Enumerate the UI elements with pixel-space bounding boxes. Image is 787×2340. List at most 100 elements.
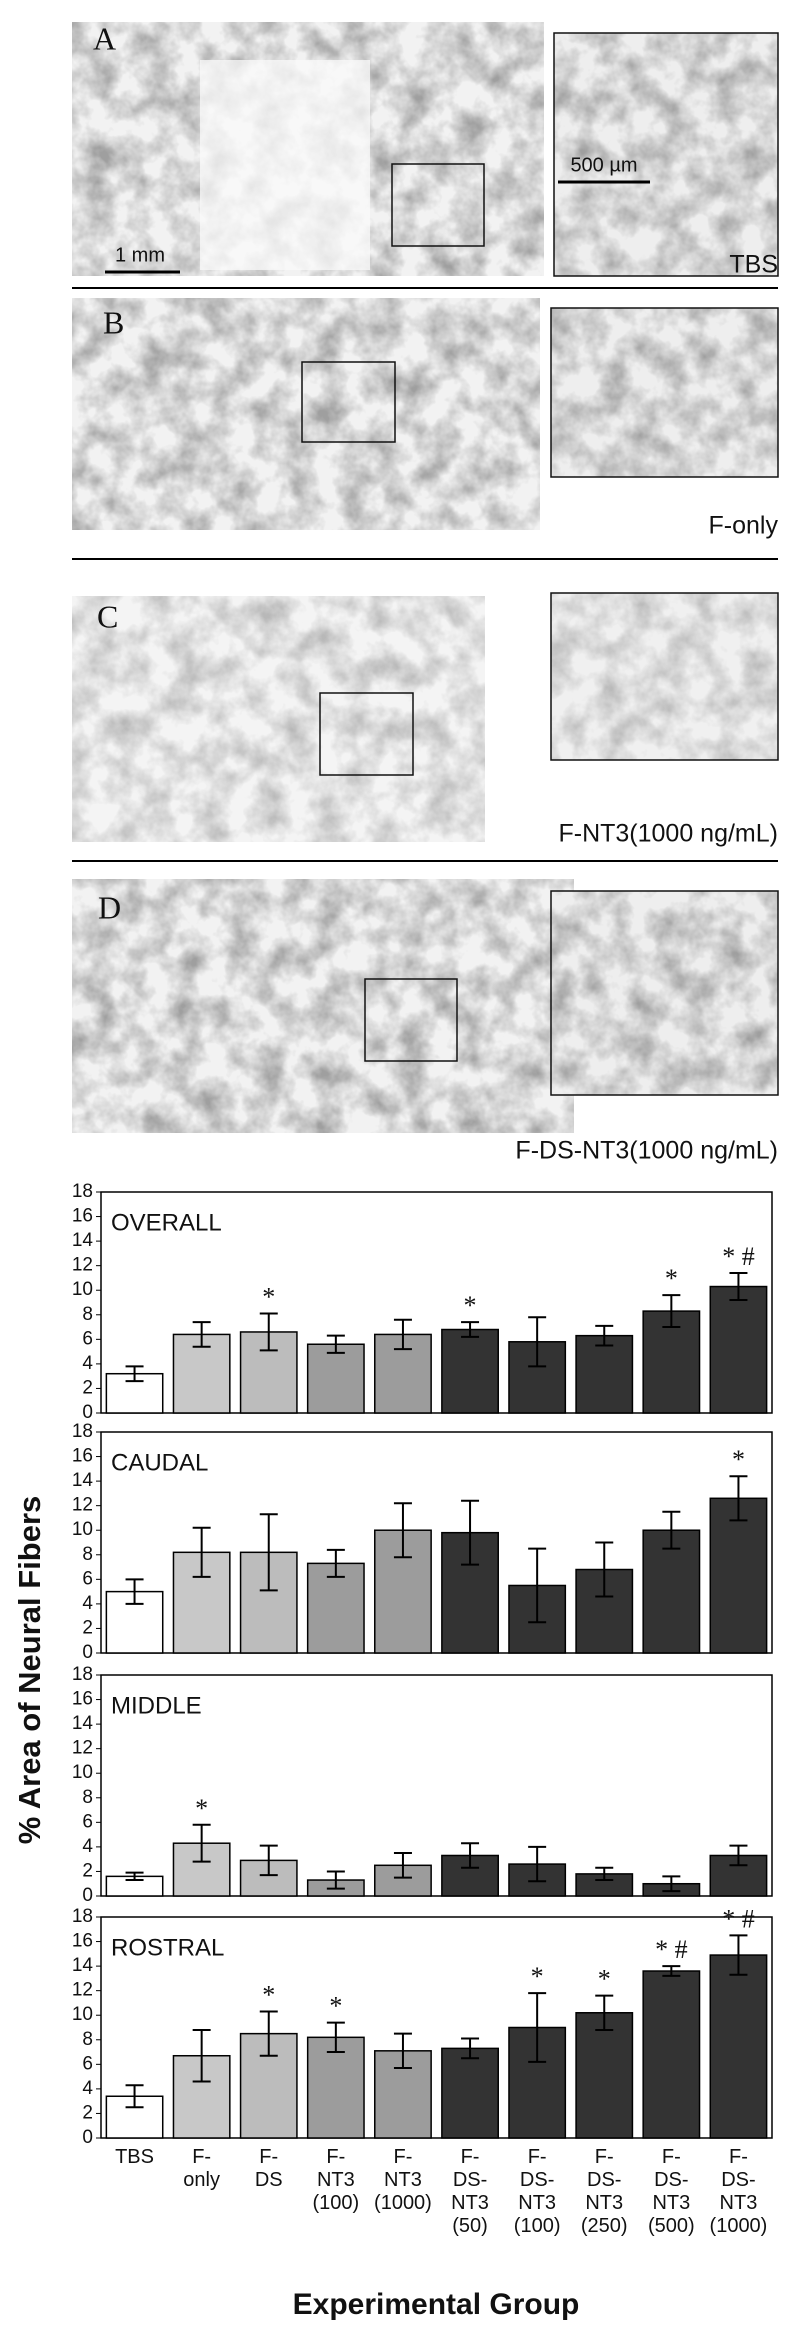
x-tick-label: F-NT3 (100): [312, 2146, 359, 2214]
plot-frame: [100, 1916, 773, 2139]
error-bar: [326, 2021, 345, 2054]
bar: [709, 1954, 768, 2139]
y-tick-label: 14: [72, 1470, 94, 1491]
error-bar: [662, 1294, 681, 1329]
significance-label: * #: [722, 1904, 755, 1933]
y-tick-label: 14: [72, 1713, 94, 1734]
y-tick-label: 0: [82, 1402, 93, 1423]
error-bar: [326, 1334, 345, 1354]
significance-label: *: [598, 1965, 611, 1994]
bar: [642, 1970, 701, 2139]
y-tick-label: 18: [72, 1181, 93, 1202]
y-tick-label: 2: [82, 2102, 93, 2123]
error-bar: [729, 1272, 748, 1302]
y-tick-label: 18: [72, 1664, 93, 1685]
significance-label: *: [195, 1794, 208, 1823]
y-tick-label: 6: [82, 1568, 93, 1589]
significance-label: *: [262, 1981, 275, 2010]
y-tick-label: 2: [82, 1860, 93, 1881]
error-bar: [326, 1870, 345, 1890]
panel-caption: F-only: [709, 512, 779, 540]
error-bar: [393, 1318, 412, 1351]
x-tick-label: F-DS-NT3 (100): [514, 2146, 561, 2237]
panel-letter: A: [93, 20, 116, 56]
chart-title: MIDDLE: [111, 1692, 202, 1719]
y-tick-label: 6: [82, 2053, 93, 2074]
y-tick-label: 6: [82, 1328, 93, 1349]
scale-label: 500 µm: [570, 154, 637, 176]
error-bar: [192, 1823, 211, 1863]
significance-label: *: [665, 1264, 678, 1293]
y-tick-label: 2: [82, 1617, 93, 1638]
error-bar: [192, 2028, 211, 2083]
bar: [575, 2012, 634, 2139]
micrograph-d: D F-DS-NT3(1000 ng/mL): [72, 879, 779, 1165]
significance-label: * #: [722, 1242, 755, 1271]
y-tick-label: 4: [82, 1593, 93, 1614]
error-bar: [461, 1842, 480, 1869]
error-bar: [461, 1499, 480, 1566]
x-tick-label: F-NT3 (1000): [374, 2146, 432, 2214]
bar: [642, 1529, 701, 1654]
panel-caption: TBS: [729, 251, 778, 279]
micrograph-b: B F-only: [72, 298, 779, 560]
y-tick-label: 18: [72, 1421, 93, 1442]
error-bar: [125, 1871, 144, 1882]
error-bar: [595, 1541, 614, 1598]
bar: [441, 1328, 499, 1414]
y-tick-label: 8: [82, 2029, 93, 2050]
chart-title: CAUDAL: [111, 1449, 208, 1476]
y-tick-label: 16: [72, 1446, 93, 1467]
error-bar: [595, 1324, 614, 1347]
error-bar: [729, 1934, 748, 1976]
y-tick-label: 0: [82, 1885, 93, 1906]
y-tick-label: 2: [82, 1377, 93, 1398]
panel-caption: F-NT3(1000 ng/mL): [558, 820, 778, 848]
y-tick-label: 8: [82, 1787, 93, 1808]
error-bar: [528, 1845, 547, 1883]
y-tick-label: 10: [72, 1279, 93, 1300]
significance-label: * #: [655, 1935, 688, 1964]
panel-letter: B: [103, 304, 124, 340]
error-bar: [528, 1992, 547, 2063]
panel-letter: C: [97, 598, 118, 634]
significance-label: *: [262, 1283, 275, 1312]
error-bar: [259, 1513, 278, 1592]
micrograph-c: C F-NT3(1000 ng/mL): [72, 592, 779, 862]
y-tick-label: 10: [72, 2004, 93, 2025]
x-tick-label: F-DS-NT3 (1000): [710, 2146, 768, 2237]
plot-frame: [100, 1431, 773, 1654]
y-tick-label: 12: [72, 1255, 93, 1276]
bar: [306, 2036, 365, 2139]
bar: [306, 1562, 365, 1654]
error-bar: [125, 1365, 144, 1383]
error-bar: [125, 2084, 144, 2109]
x-tick-label: F-only: [183, 2146, 220, 2191]
error-bar: [461, 2037, 480, 2060]
y-tick-label: 16: [72, 1206, 93, 1227]
y-tick-label: 14: [72, 1230, 94, 1251]
error-bar: [528, 1547, 547, 1624]
plot-frame: [100, 1674, 773, 1897]
bar: [441, 2047, 499, 2139]
y-tick-label: 18: [72, 1906, 93, 1927]
significance-label: *: [464, 1291, 477, 1320]
micrograph-a: A 1 mm 500 µm TBS: [72, 20, 779, 289]
y-tick-label: 4: [82, 2078, 93, 2099]
error-bar: [192, 1321, 211, 1348]
y-tick-label: 16: [72, 1689, 93, 1710]
error-bar: [125, 1578, 144, 1605]
y-tick-label: 12: [72, 1738, 93, 1759]
error-bar: [259, 1844, 278, 1877]
chart-title: OVERALL: [111, 1209, 222, 1236]
bar: [172, 1842, 231, 1897]
y-tick-label: 0: [82, 2127, 93, 2148]
x-tick-label: F-DS: [255, 2146, 283, 2191]
error-bar: [729, 1844, 748, 1867]
y-tick-label: 8: [82, 1304, 93, 1325]
y-tick-label: 0: [82, 1642, 93, 1663]
x-tick-label: F-DS-NT3 (50): [451, 2146, 489, 2237]
y-tick-label: 4: [82, 1836, 93, 1857]
scale-label: 1 mm: [115, 244, 165, 266]
